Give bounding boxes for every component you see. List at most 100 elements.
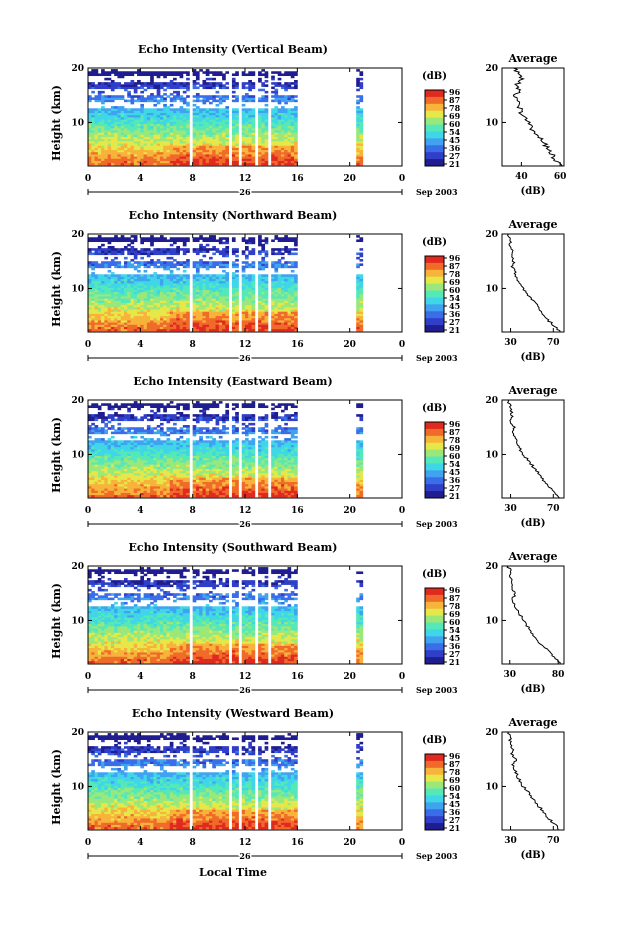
x-tick-label: 30 bbox=[504, 504, 517, 514]
x-tick-label: 0 bbox=[85, 174, 91, 184]
heatmap bbox=[88, 401, 364, 498]
x-tick-label: 20 bbox=[343, 174, 356, 184]
y-tick-label: 20 bbox=[485, 562, 498, 572]
colorbar-swatch bbox=[425, 594, 444, 603]
x-tick-label: 12 bbox=[239, 340, 252, 350]
y-tick-label: 20 bbox=[485, 728, 498, 738]
panel-title: Echo Intensity (Westward Beam) bbox=[132, 707, 334, 720]
colorbar-tick-label: 54 bbox=[449, 459, 461, 469]
average-panel: Average 20 10 30 70(dB) bbox=[485, 218, 565, 363]
colorbar-swatch bbox=[425, 152, 444, 160]
colorbar-swatch bbox=[425, 774, 444, 783]
heatmap bbox=[88, 235, 364, 332]
average-title: Average bbox=[507, 550, 557, 563]
colorbar-swatch bbox=[425, 304, 444, 312]
month-label: Sep 2003 bbox=[416, 519, 458, 529]
colorbar-swatch bbox=[425, 131, 444, 139]
heatmap bbox=[88, 733, 364, 830]
x-tick-label: 0 bbox=[399, 838, 405, 848]
y-axis-label: Height (km) bbox=[50, 583, 63, 659]
colorbar-swatch bbox=[425, 442, 444, 451]
colorbar-swatch bbox=[425, 823, 444, 831]
x-tick-label: 0 bbox=[85, 672, 91, 682]
y-axis-label: Height (km) bbox=[50, 749, 63, 825]
colorbar-swatch bbox=[425, 484, 444, 492]
y-tick-label: 20 bbox=[485, 64, 498, 74]
x-tick-label: 60 bbox=[554, 172, 567, 182]
colorbar-swatch bbox=[425, 781, 444, 790]
colorbar-swatch bbox=[425, 809, 444, 817]
colorbar-swatch bbox=[425, 477, 444, 485]
x-tick-label: 0 bbox=[399, 340, 405, 350]
x-tick-label: 0 bbox=[399, 174, 405, 184]
colorbar-tick-label: 27 bbox=[449, 649, 460, 659]
x-tick-label: 8 bbox=[190, 672, 196, 682]
date-label: 26 bbox=[239, 685, 251, 695]
x-tick-label: 8 bbox=[190, 340, 196, 350]
x-tick-label: 16 bbox=[291, 174, 304, 184]
x-tick-label: 0 bbox=[399, 506, 405, 516]
y-tick-label: 10 bbox=[71, 616, 84, 626]
colorbar-tick-label: 96 bbox=[449, 751, 461, 761]
average-profile-line bbox=[512, 67, 563, 167]
colorbar-tick-label: 27 bbox=[449, 815, 460, 825]
colorbar-tick-label: 96 bbox=[449, 585, 461, 595]
colorbar-tick-label: 21 bbox=[449, 325, 460, 335]
date-label: 26 bbox=[239, 353, 251, 363]
colorbar-tick-label: 60 bbox=[449, 783, 461, 793]
colorbar-swatch bbox=[425, 290, 444, 298]
colorbar-unit: (dB) bbox=[422, 569, 447, 580]
colorbar-tick-label: 69 bbox=[449, 609, 461, 619]
x-tick-label: 30 bbox=[503, 670, 516, 680]
colorbar-swatch bbox=[425, 657, 444, 665]
colorbar-swatch bbox=[425, 318, 444, 326]
colorbar-swatch bbox=[425, 110, 444, 119]
average-xlabel: (dB) bbox=[521, 518, 546, 529]
colorbar-frame bbox=[424, 587, 445, 665]
x-tick-label: 12 bbox=[239, 506, 252, 516]
x-tick-label: 40 bbox=[515, 172, 528, 182]
month-label: Sep 2003 bbox=[416, 187, 458, 197]
x-tick-label: 20 bbox=[343, 506, 356, 516]
colorbar-swatch bbox=[425, 159, 444, 167]
panel-title: Echo Intensity (Vertical Beam) bbox=[138, 43, 328, 56]
y-tick-label: 10 bbox=[71, 782, 84, 792]
y-tick-label: 10 bbox=[485, 616, 498, 626]
y-tick-label: 10 bbox=[71, 118, 84, 128]
colorbar-tick-label: 96 bbox=[449, 419, 461, 429]
colorbar-swatch bbox=[425, 650, 444, 658]
colorbar-tick-label: 54 bbox=[449, 791, 461, 801]
colorbar-tick-label: 27 bbox=[449, 483, 460, 493]
colorbar-swatch bbox=[425, 311, 444, 319]
x-tick-label: 20 bbox=[343, 340, 356, 350]
average-profile-line bbox=[506, 400, 560, 499]
colorbar-swatch bbox=[425, 145, 444, 153]
colorbar-swatch bbox=[425, 463, 444, 471]
x-tick-label: 12 bbox=[239, 838, 252, 848]
colorbar-tick-label: 87 bbox=[449, 261, 460, 271]
x-tick-label: 16 bbox=[291, 672, 304, 682]
y-tick-label: 20 bbox=[485, 396, 498, 406]
x-tick-label: 0 bbox=[399, 672, 405, 682]
panel-2: Echo Intensity (Northward Beam) 20 10 Heigh… bbox=[50, 209, 565, 365]
colorbar-unit: (dB) bbox=[422, 71, 447, 82]
colorbar-tick-label: 21 bbox=[449, 657, 460, 667]
colorbar-swatch bbox=[425, 269, 444, 278]
colorbar-swatch bbox=[425, 588, 444, 596]
month-label: Sep 2003 bbox=[416, 685, 458, 695]
colorbar-unit: (dB) bbox=[422, 403, 447, 414]
y-tick-label: 10 bbox=[485, 284, 498, 294]
x-tick-label: 80 bbox=[552, 670, 565, 680]
colorbar-unit: (dB) bbox=[422, 735, 447, 746]
colorbar-tick-label: 54 bbox=[449, 127, 461, 137]
colorbar-tick-label: 54 bbox=[449, 293, 461, 303]
colorbar-frame bbox=[424, 753, 445, 831]
colorbar-tick-label: 54 bbox=[449, 625, 461, 635]
panel-title: Echo Intensity (Southward Beam) bbox=[129, 541, 338, 554]
colorbar-swatch bbox=[425, 256, 444, 264]
colorbar-frame bbox=[424, 421, 445, 499]
y-tick-label: 20 bbox=[71, 396, 84, 406]
colorbar-swatch bbox=[425, 124, 444, 132]
